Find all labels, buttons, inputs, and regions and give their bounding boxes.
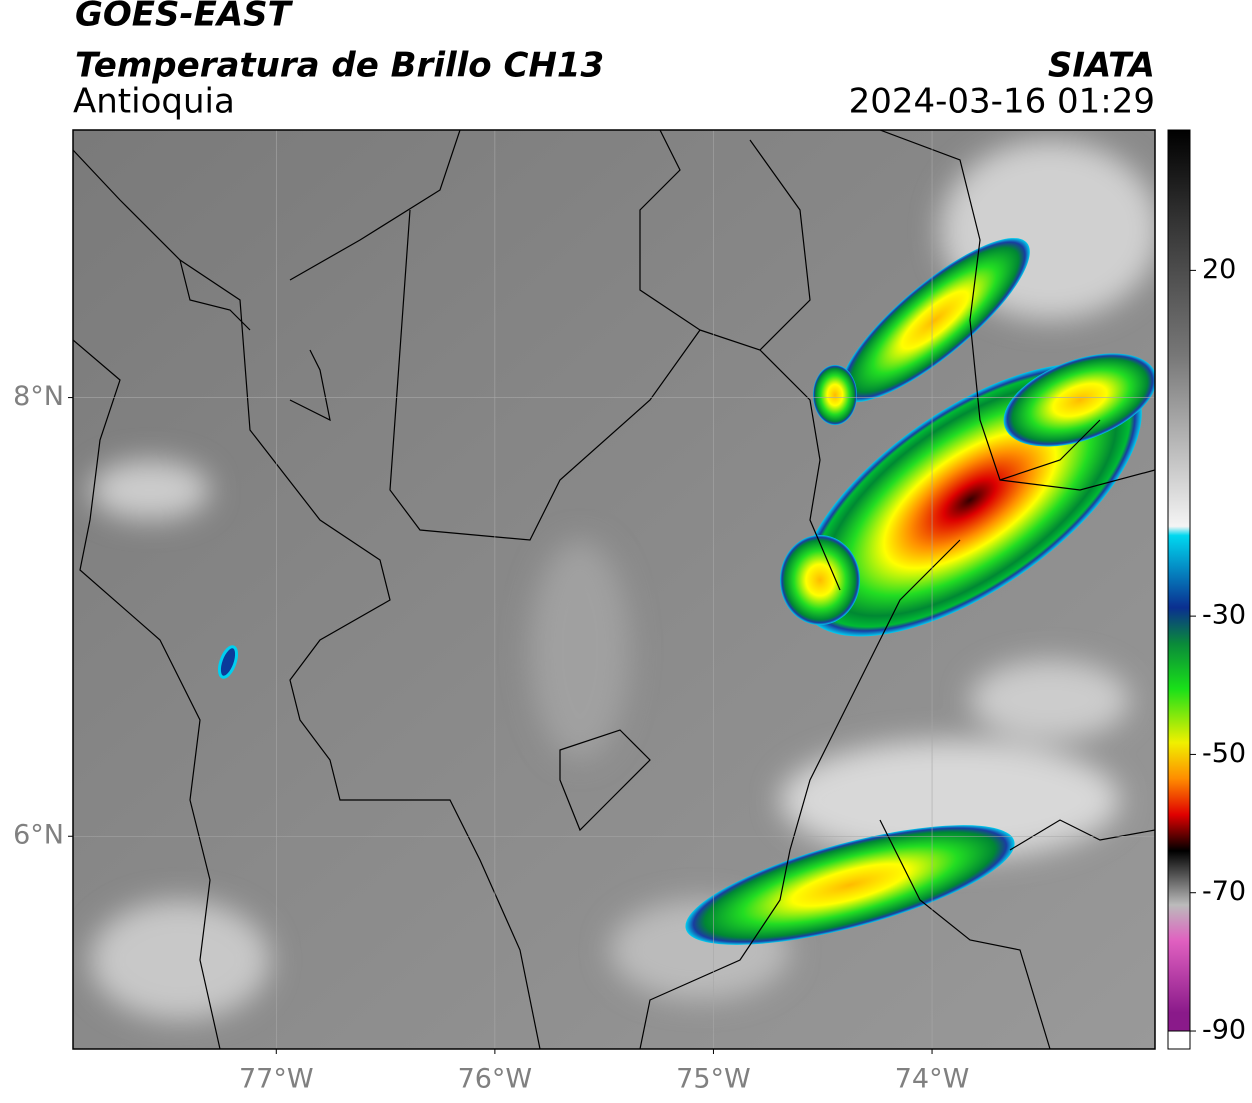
y-tick-label: 6°N [13, 820, 64, 851]
x-tick-label: 76°W [458, 1064, 533, 1095]
colorbar [1168, 130, 1190, 1031]
title: GOES-EAST [75, 0, 294, 35]
colorbar-frame [1167, 129, 1191, 1050]
colorbar-tick-label: 20 [1202, 254, 1236, 285]
subtitle: Temperatura de Brillo CH13 [75, 46, 604, 86]
region: Antioquia [73, 82, 235, 122]
colorbar-extend [1167, 1030, 1191, 1050]
colorbar-tick-label: -30 [1202, 600, 1246, 631]
storm-cells [217, 238, 1155, 945]
x-tick-label: 75°W [676, 1064, 751, 1095]
x-tick-label: 74°W [895, 1064, 970, 1095]
map [73, 130, 1155, 1049]
colorbar-tick-label: -50 [1202, 738, 1246, 769]
colorbar-tick-label: -90 [1202, 1015, 1246, 1046]
map-frame [72, 129, 1156, 1050]
colorbar-tick-label: -70 [1202, 876, 1246, 907]
y-tick-label: 8°N [13, 381, 64, 412]
source: SIATA [1048, 46, 1155, 86]
grid [73, 130, 1155, 1049]
datetime: 2024-03-16 01:29 [849, 82, 1155, 122]
x-tick-label: 77°W [239, 1064, 314, 1095]
borders [73, 130, 1155, 1049]
